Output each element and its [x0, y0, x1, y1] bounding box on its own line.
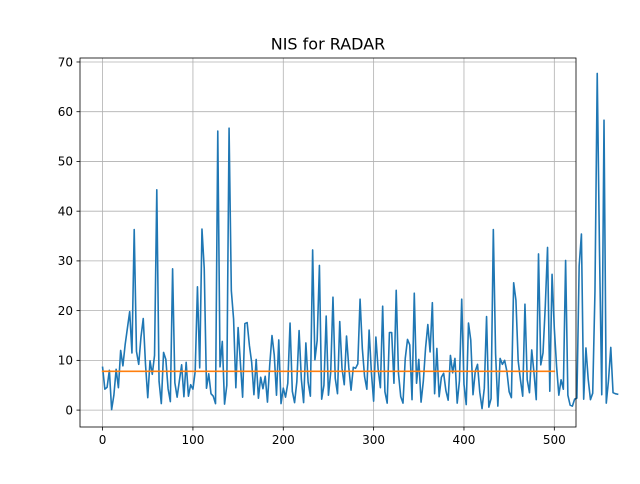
nis-series-line	[101, 72, 619, 411]
y-tick-label: 0	[65, 403, 73, 417]
chart-title: NIS for RADAR	[271, 35, 386, 54]
y-tick-label: 20	[58, 304, 73, 318]
y-tick-label: 50	[58, 155, 73, 169]
y-tick-label: 30	[58, 254, 73, 268]
x-tick-label: 400	[453, 433, 476, 447]
x-tick-label: 0	[99, 433, 107, 447]
axis-ticks: 0 100 200 300 400 500 0 10 20 30 40 50 60 70	[58, 55, 566, 447]
plot-frame	[79, 57, 577, 428]
grid	[80, 58, 576, 427]
x-tick-label: 100	[181, 433, 204, 447]
y-tick-label: 60	[58, 105, 73, 119]
x-tick-label: 500	[543, 433, 566, 447]
y-tick-label: 40	[58, 204, 73, 218]
x-tick-label: 200	[272, 433, 295, 447]
y-tick-label: 70	[58, 55, 73, 69]
x-tick-label: 300	[362, 433, 385, 447]
series-group	[101, 72, 619, 411]
y-tick-label: 10	[58, 354, 73, 368]
